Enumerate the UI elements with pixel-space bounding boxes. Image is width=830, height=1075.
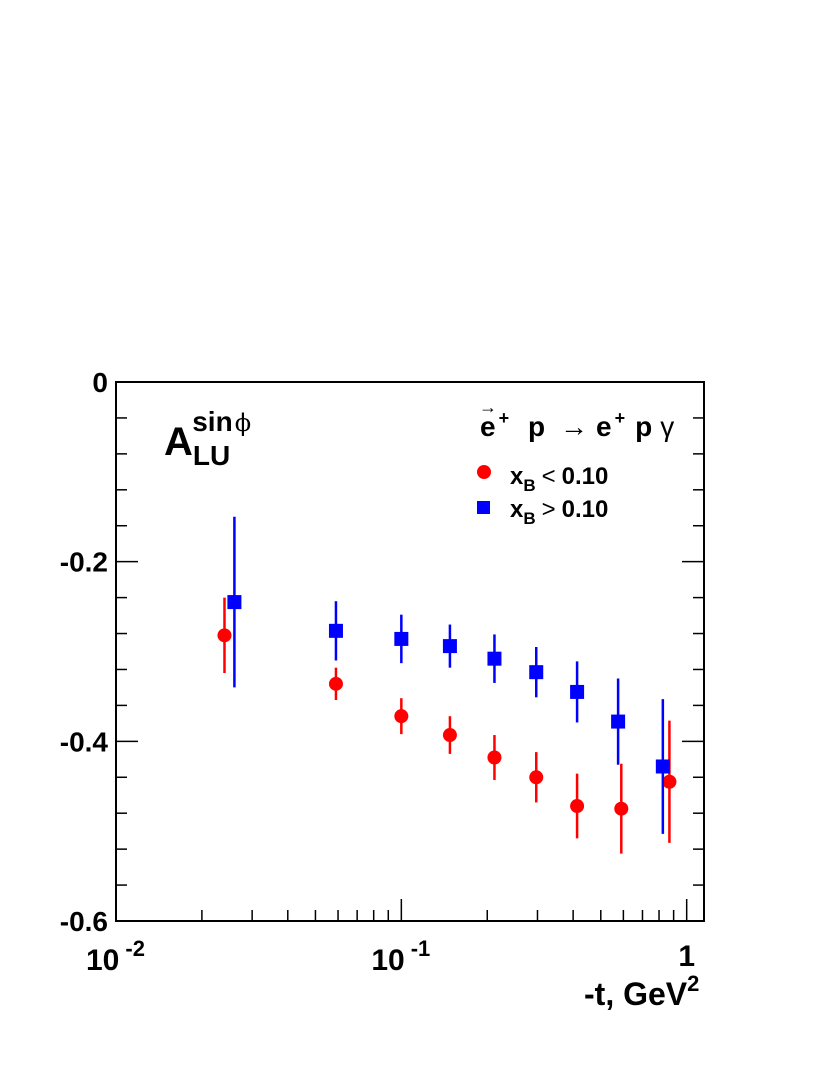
x-tick-label: 10 -2 <box>86 936 145 977</box>
y-symbol: ALUsinϕ <box>164 406 251 471</box>
x-tick-label: 10 -1 <box>371 936 430 977</box>
data-point-circle <box>328 676 343 691</box>
reaction-target: p <box>528 411 545 442</box>
data-point-circle <box>442 728 457 743</box>
data-point-circle <box>570 799 585 814</box>
data-point-square <box>570 684 585 699</box>
x-tick-label: 1 <box>678 940 695 973</box>
legend-marker-red <box>477 465 491 479</box>
x-axis-label: -t, GeV2 <box>584 971 699 1012</box>
data-point-square <box>227 595 242 610</box>
data-points <box>217 516 677 854</box>
y-tick-label: -0.2 <box>60 547 108 578</box>
data-point-circle <box>217 628 232 643</box>
plot-frame <box>115 381 705 922</box>
data-point-square <box>487 651 502 666</box>
data-point-circle <box>487 750 502 765</box>
y-tick-labels: 0 -0.2 -0.4 -0.6 <box>60 367 109 937</box>
axis-ticks <box>115 381 704 922</box>
legend-label-blue: xB >0.10 <box>510 496 608 528</box>
y-tick-label: -0.4 <box>60 726 109 757</box>
reaction-label: e + → p → e + p γ <box>479 397 674 442</box>
y-tick-label: -0.6 <box>60 906 108 937</box>
data-point-circle <box>614 801 629 816</box>
legend: xB <0.10 xB >0.10 <box>477 463 608 528</box>
legend-label-red: xB <0.10 <box>510 463 608 495</box>
legend-marker-blue <box>477 501 490 514</box>
data-point-square <box>529 665 544 680</box>
data-point-square <box>394 631 409 646</box>
data-point-circle <box>529 770 544 785</box>
x-tick-labels: 10 -2 10 -1 1 <box>86 936 695 977</box>
data-point-circle <box>394 709 409 724</box>
data-point-circle <box>662 774 677 789</box>
data-point-square <box>328 623 343 638</box>
reaction-beam: e + <box>480 408 509 442</box>
reaction-to: → <box>560 411 588 442</box>
reaction-products: e + p γ <box>596 408 674 442</box>
data-point-square <box>655 759 670 774</box>
reaction-arrow: → <box>479 397 497 417</box>
y-tick-label: 0 <box>92 367 108 398</box>
data-point-square <box>611 714 626 729</box>
data-point-square <box>442 639 457 654</box>
